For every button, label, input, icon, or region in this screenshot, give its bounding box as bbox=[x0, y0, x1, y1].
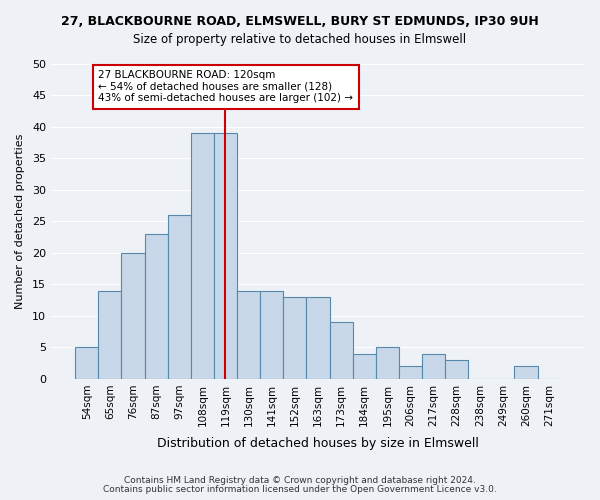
Bar bbox=[399, 366, 422, 379]
Bar bbox=[329, 322, 353, 379]
Text: Size of property relative to detached houses in Elmswell: Size of property relative to detached ho… bbox=[133, 32, 467, 46]
Bar bbox=[98, 290, 121, 379]
Text: 27, BLACKBOURNE ROAD, ELMSWELL, BURY ST EDMUNDS, IP30 9UH: 27, BLACKBOURNE ROAD, ELMSWELL, BURY ST … bbox=[61, 15, 539, 28]
Text: Contains public sector information licensed under the Open Government Licence v3: Contains public sector information licen… bbox=[103, 485, 497, 494]
Bar bbox=[307, 297, 329, 379]
Bar bbox=[75, 348, 98, 379]
Bar bbox=[214, 134, 237, 379]
Bar bbox=[260, 290, 283, 379]
Bar bbox=[283, 297, 307, 379]
Text: Contains HM Land Registry data © Crown copyright and database right 2024.: Contains HM Land Registry data © Crown c… bbox=[124, 476, 476, 485]
Bar bbox=[191, 134, 214, 379]
Bar bbox=[167, 215, 191, 379]
Bar bbox=[445, 360, 468, 379]
Bar bbox=[514, 366, 538, 379]
Bar bbox=[376, 348, 399, 379]
Text: 27 BLACKBOURNE ROAD: 120sqm
← 54% of detached houses are smaller (128)
43% of se: 27 BLACKBOURNE ROAD: 120sqm ← 54% of det… bbox=[98, 70, 353, 104]
Bar bbox=[145, 234, 167, 379]
Bar bbox=[422, 354, 445, 379]
Bar bbox=[237, 290, 260, 379]
Bar bbox=[353, 354, 376, 379]
Y-axis label: Number of detached properties: Number of detached properties bbox=[15, 134, 25, 309]
X-axis label: Distribution of detached houses by size in Elmswell: Distribution of detached houses by size … bbox=[157, 437, 479, 450]
Bar bbox=[121, 253, 145, 379]
